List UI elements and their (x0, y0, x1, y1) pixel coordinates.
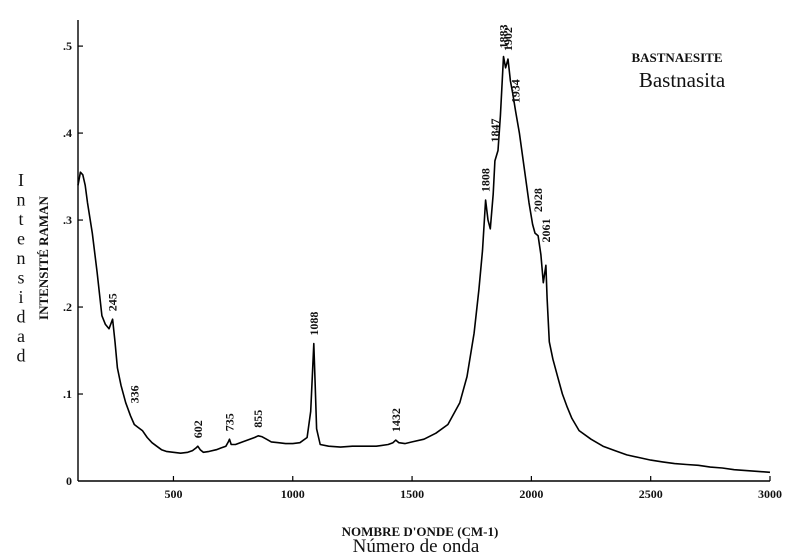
y-axis-ticks: .1 .2 .3 .4 .5 0 (63, 39, 83, 488)
x-tick-label: 1500 (400, 487, 424, 501)
peak-label: 1883 (497, 25, 511, 49)
y-axis-title-secondary-letter: t (18, 209, 23, 229)
chart-subtitle: Bastnasita (639, 68, 726, 92)
y-axis-title: INTENSITÉ RAMAN (36, 195, 51, 319)
x-tick-label: 1000 (281, 487, 305, 501)
y-axis-title-secondary-letter: s (17, 268, 24, 288)
y-tick-label: .1 (63, 387, 72, 401)
plot-axes (77, 20, 770, 482)
x-tick-label: 500 (164, 487, 182, 501)
peak-label: 245 (106, 293, 120, 311)
peak-label: 336 (127, 385, 141, 403)
peak-label: 1808 (479, 168, 493, 192)
peak-label: 2061 (539, 219, 553, 243)
y-axis-title-secondary-letter: n (17, 248, 26, 268)
peak-label: 1847 (488, 119, 502, 143)
y-axis-title-secondary-letter: a (17, 326, 25, 346)
y-tick-label: .5 (63, 39, 72, 53)
y-tick-label-zero: 0 (66, 474, 72, 488)
peak-label: 1432 (389, 408, 403, 432)
peak-label: 735 (223, 413, 237, 431)
y-axis-title-secondary-letter: i (18, 287, 23, 307)
x-axis-title: NOMBRE D'ONDE (CM-1) (342, 524, 499, 539)
y-axis-title-secondary-letter: n (17, 190, 26, 210)
chart-title: BASTNAESITE (631, 50, 722, 65)
y-axis-title-secondary-letter: I (18, 170, 24, 190)
peak-label: 602 (191, 420, 205, 438)
x-tick-label: 2000 (519, 487, 543, 501)
y-axis-title-secondary-letter: d (17, 307, 26, 327)
y-axis-title-secondary-letter: d (17, 346, 26, 366)
peak-label: 855 (251, 410, 265, 428)
y-tick-label: .2 (63, 300, 72, 314)
x-tick-label: 2500 (639, 487, 663, 501)
peak-label: 1902 (501, 27, 515, 51)
peak-label: 2028 (531, 188, 545, 212)
peak-label: 1934 (509, 79, 523, 103)
y-tick-label: .4 (63, 126, 72, 140)
spectrum-line (77, 55, 771, 474)
y-axis-title-secondary-letter: e (17, 229, 25, 249)
x-axis-title-secondary: Número de onda (353, 536, 480, 552)
y-tick-label: .3 (63, 213, 72, 227)
x-tick-label: 3000 (758, 487, 782, 501)
peak-label: 1088 (307, 312, 321, 336)
x-axis-ticks: 500 1000 1500 2000 2500 3000 (164, 476, 782, 501)
